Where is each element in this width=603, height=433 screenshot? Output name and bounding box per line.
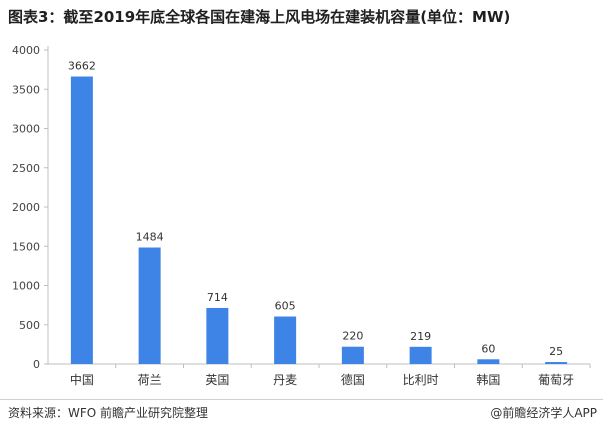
x-tick-label: 德国 [341, 372, 365, 387]
data-label: 714 [207, 291, 228, 304]
y-tick-label: 1000 [12, 280, 40, 293]
data-label: 220 [342, 330, 363, 343]
x-tick-label: 丹麦 [273, 373, 297, 387]
source-note: 资料来源：WFO 前瞻产业研究院整理 [8, 406, 209, 420]
y-tick-label: 4000 [12, 44, 40, 57]
x-tick-label: 葡萄牙 [538, 373, 574, 387]
data-label: 219 [410, 330, 431, 343]
y-tick-label: 2000 [12, 201, 40, 214]
x-tick-label: 中国 [70, 372, 94, 387]
data-label: 605 [275, 300, 296, 313]
bar [545, 362, 568, 364]
y-tick-label: 3000 [12, 123, 40, 136]
bar [409, 346, 432, 364]
x-tick-label: 荷兰 [138, 373, 162, 387]
y-tick-label: 2500 [12, 162, 40, 175]
bar [477, 359, 500, 364]
data-label: 60 [481, 342, 495, 355]
y-tick-label: 0 [33, 358, 40, 371]
x-tick-label: 英国 [205, 373, 229, 387]
bar [206, 307, 229, 364]
footer-divider [0, 399, 603, 400]
x-tick-label: 比利时 [403, 373, 439, 387]
y-tick-label: 1500 [12, 240, 40, 253]
bar [70, 76, 93, 365]
bar-chart: 0 500 1000 1500 2000 2500 3000 3500 4000 3662 中国 14… [12, 44, 591, 387]
chart-title: 图表3：截至2019年底全球各国在建海上风电场在建装机容量(单位：MW) [8, 8, 511, 26]
data-label: 3662 [68, 60, 96, 73]
bar [341, 346, 364, 364]
y-tick-label: 3500 [12, 83, 40, 96]
data-label: 25 [549, 345, 563, 358]
credit-note: @前瞻经济学人APP [490, 406, 597, 420]
bar [138, 247, 161, 364]
bar [274, 316, 297, 364]
x-tick-label: 韩国 [476, 372, 500, 387]
data-label: 1484 [136, 231, 164, 244]
y-tick-label: 500 [19, 319, 40, 332]
